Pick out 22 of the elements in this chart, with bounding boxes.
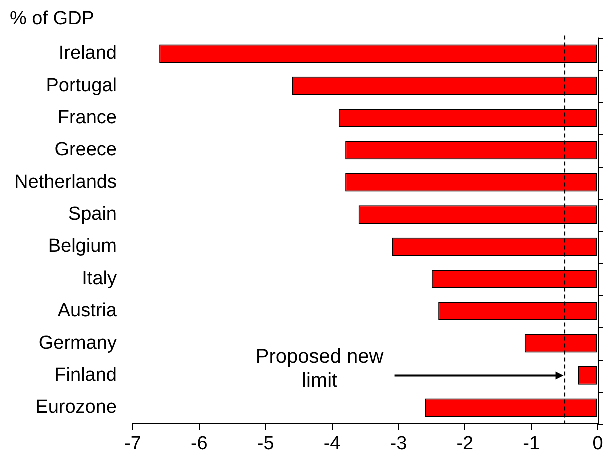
x-tick-label: -1 [523, 434, 540, 455]
y-tick-label: Germany [38, 332, 118, 354]
x-tick-label: -7 [124, 434, 142, 455]
x-tick-label: -4 [324, 434, 342, 455]
y-tick-label: France [58, 107, 117, 128]
y-tick-label: Belgium [48, 236, 117, 258]
x-tick-label: -3 [390, 434, 408, 455]
y-tick-label: Netherlands [14, 172, 117, 193]
x-tick-label: -6 [190, 434, 208, 455]
y-tick-label: Portugal [46, 75, 117, 96]
chart-subtitle: % of GDP [10, 8, 94, 30]
x-tick-label: 0 [592, 434, 604, 455]
y-tick-label: Spain [68, 204, 117, 226]
y-tick-label: Ireland [58, 43, 117, 64]
x-tick-label: -2 [456, 434, 474, 455]
y-tick-label: Austria [58, 300, 118, 322]
y-tick-label: Italy [82, 268, 118, 290]
y-tick-label: Eurozone [36, 397, 117, 418]
y-tick-label: Finland [54, 364, 117, 386]
ref-line-label: Proposed new limit [256, 346, 384, 392]
y-tick-label: Greece [54, 140, 117, 161]
x-tick-label: -5 [257, 434, 274, 455]
